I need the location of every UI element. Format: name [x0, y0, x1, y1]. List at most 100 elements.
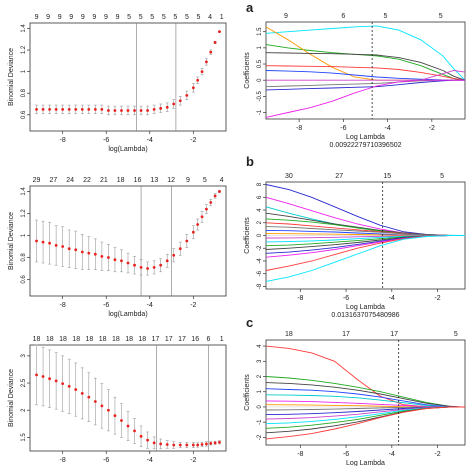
data-point	[35, 108, 38, 111]
top-count-label: 5	[203, 177, 207, 184]
y-axis-label: Binomial Deviance	[8, 48, 15, 106]
y-tick-label: -6	[257, 270, 263, 276]
data-point	[107, 408, 110, 412]
top-count-label: 16	[191, 336, 199, 343]
y-axis-label: Coefficients	[244, 217, 251, 254]
top-count-label: 6	[341, 13, 345, 20]
data-point	[67, 384, 71, 388]
top-count-label: 12	[167, 177, 175, 184]
top-count-label: 21	[100, 177, 108, 184]
x-tick-label: -8	[297, 295, 303, 302]
y-tick-label: 6	[257, 195, 263, 199]
top-count-label: 9	[58, 14, 62, 21]
data-point	[200, 443, 204, 446]
top-count-label: 4	[208, 14, 212, 21]
data-point	[100, 404, 104, 408]
top-count-label: 18	[46, 336, 54, 343]
coefficient-path	[265, 345, 465, 408]
data-point	[113, 414, 117, 418]
data-point	[74, 388, 78, 391]
cv-chart-c: -8-6-4-21.522.53log(Lambda)Binomial Devi…	[8, 336, 227, 464]
data-point	[100, 255, 104, 258]
x-tick-label: -2	[429, 125, 435, 132]
data-point	[87, 395, 91, 399]
x-tick-label: -6	[343, 451, 349, 458]
data-point	[133, 263, 136, 267]
data-point	[67, 108, 71, 111]
x-tick-label: -8	[60, 137, 66, 144]
top-count-label: 13	[150, 177, 158, 184]
data-point	[172, 443, 176, 447]
x-tick-label: -8	[297, 451, 303, 458]
x-tick-label: -6	[103, 137, 109, 144]
data-point	[165, 443, 169, 446]
data-point	[209, 201, 213, 204]
data-point	[213, 41, 217, 44]
x-axis-label: log(Lambda)	[108, 311, 147, 318]
data-point	[80, 108, 84, 111]
coefficient-path	[265, 406, 465, 440]
top-count-label: 9	[35, 14, 39, 21]
data-point	[146, 438, 150, 442]
y-tick-label: 0.8	[21, 88, 27, 97]
data-point	[41, 108, 45, 111]
data-point	[191, 443, 195, 447]
top-count-label: 27	[335, 173, 343, 180]
data-point	[178, 443, 182, 447]
top-count-label: 18	[112, 336, 120, 343]
y-tick-label: 0.6	[21, 110, 27, 119]
data-point	[200, 215, 204, 219]
y-tick-label: 0.5	[257, 59, 263, 68]
x-tick-label: -8	[60, 302, 66, 309]
top-count-label: 18	[86, 336, 94, 343]
data-point	[213, 441, 217, 445]
top-count-label: 5	[383, 13, 387, 20]
x-axis-label: Log Lambda	[346, 460, 385, 466]
data-point	[133, 109, 136, 112]
y-tick-label: -2	[257, 434, 263, 440]
top-count-label: 6	[206, 336, 210, 343]
y-tick-label: -1	[257, 419, 263, 425]
data-point	[159, 263, 163, 267]
top-count-label: 4	[220, 177, 224, 184]
data-point	[87, 251, 91, 255]
top-count-label: 9	[116, 14, 120, 21]
data-point	[218, 190, 221, 193]
data-point	[172, 253, 176, 257]
coefficient-path	[265, 25, 466, 81]
top-count-label: 5	[439, 13, 443, 20]
x-tick-label: -4	[389, 451, 395, 458]
data-point	[126, 109, 130, 112]
data-point	[35, 373, 38, 377]
y-tick-label: 1.5	[21, 433, 27, 442]
data-point	[107, 256, 110, 259]
data-point	[191, 86, 195, 90]
x-tick-label: -6	[103, 302, 109, 309]
coefficient-path	[266, 70, 466, 81]
top-count-label: 22	[83, 177, 91, 184]
x-tick-label: -8	[60, 457, 66, 464]
data-point	[165, 259, 169, 263]
top-count-label: 24	[66, 177, 74, 184]
top-count-label: 17	[178, 336, 186, 343]
top-count-label: 5	[454, 331, 458, 338]
top-count-label: 18	[117, 177, 125, 184]
x-tick-label: -4	[147, 457, 153, 464]
top-count-label: 17	[165, 336, 173, 343]
panel-label-a: a	[246, 0, 254, 15]
y-axis-label: Binomial Deviance	[8, 212, 15, 270]
coefficient-path	[265, 235, 465, 282]
x-tick-label: -6	[340, 125, 346, 132]
data-point	[159, 442, 163, 446]
y-tick-label: 0.6	[21, 275, 27, 284]
plot-frame	[265, 339, 466, 446]
top-count-label: 17	[390, 331, 398, 338]
top-count-label: 9	[104, 14, 108, 21]
data-point	[54, 108, 58, 111]
data-point	[205, 442, 208, 446]
y-axis-label: Coefficients	[244, 52, 251, 89]
x-tick-label: -6	[343, 295, 349, 302]
top-count-label: 18	[33, 336, 41, 343]
y-tick-label: -0.5	[257, 91, 263, 102]
